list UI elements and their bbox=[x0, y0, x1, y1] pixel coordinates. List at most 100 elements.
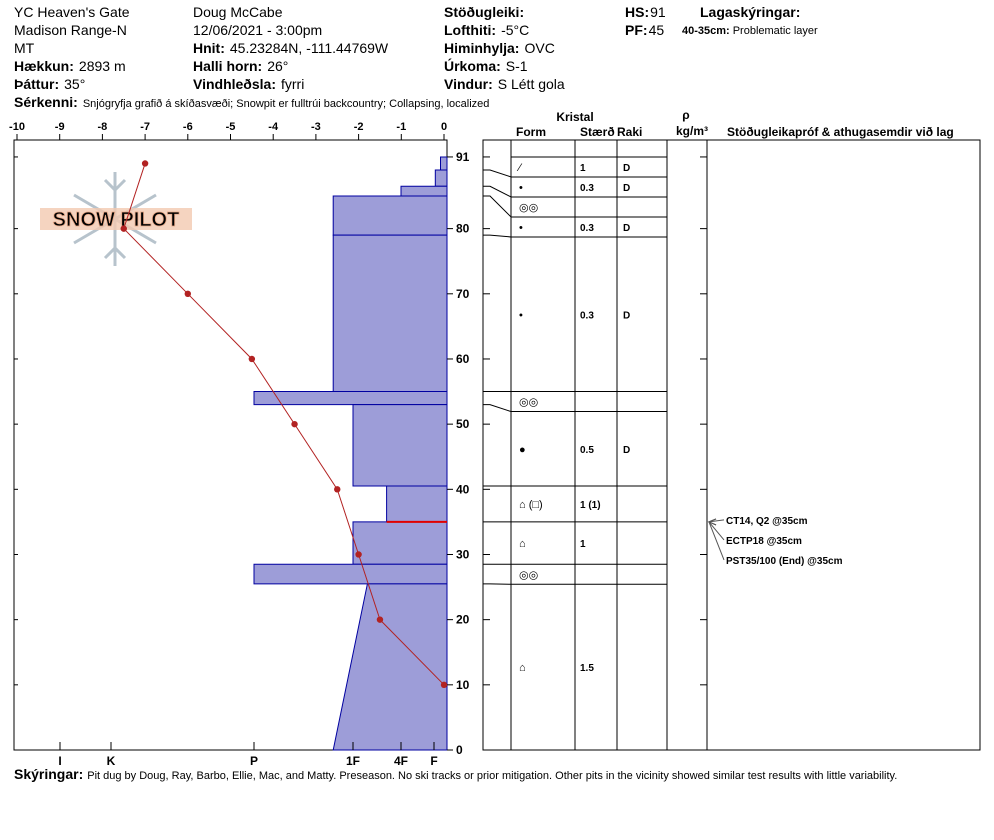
label: Halli horn: bbox=[193, 58, 262, 74]
value: 45.23284N, -111.44769W bbox=[230, 40, 389, 56]
value: 2893 m bbox=[79, 58, 126, 74]
form: ⌂ (□) bbox=[519, 499, 543, 511]
value: 35° bbox=[64, 76, 85, 92]
form: ⌂ bbox=[519, 662, 526, 674]
moisture: D bbox=[623, 310, 630, 321]
x-tick-label: -9 bbox=[55, 121, 65, 133]
y-tick-label: 40 bbox=[456, 482, 470, 496]
hardness-layer bbox=[332, 583, 448, 751]
value: Snjógryfja grafið á skíðasvæði; Snowpit … bbox=[83, 98, 490, 110]
moisture: D bbox=[623, 163, 630, 174]
wind-loading: Vindhleðsla: fyrri bbox=[193, 76, 304, 92]
moisture: D bbox=[623, 183, 630, 194]
label: PF: bbox=[625, 22, 648, 38]
label: HS: bbox=[625, 4, 649, 20]
y-tick-label: 91 bbox=[456, 150, 470, 164]
table-columns bbox=[510, 140, 708, 750]
form: ⌂ bbox=[519, 538, 526, 550]
state: MT bbox=[14, 40, 35, 56]
aspect: Þáttur: 35° bbox=[14, 76, 85, 92]
x-tick-label: -1 bbox=[396, 121, 406, 133]
slope: Halli horn: 26° bbox=[193, 58, 288, 74]
size: 0.3 bbox=[580, 223, 594, 234]
form: • bbox=[519, 222, 523, 234]
connector bbox=[483, 185, 512, 198]
site: YC Heaven's Gate bbox=[14, 4, 130, 20]
y-tick-label: 60 bbox=[456, 352, 470, 366]
label: Þáttur: bbox=[14, 76, 59, 92]
label: Lofthiti: bbox=[444, 22, 496, 38]
value: 91 bbox=[650, 4, 666, 20]
y-tick-label: 50 bbox=[456, 417, 470, 431]
y-tick-label: 80 bbox=[456, 222, 470, 236]
connector bbox=[483, 169, 512, 178]
temperature-point bbox=[355, 551, 362, 558]
temperature-point bbox=[141, 160, 149, 167]
x-tick-label: -10 bbox=[9, 121, 25, 133]
size: 0.3 bbox=[580, 183, 594, 194]
test-label: PST35/100 (End) @35cm bbox=[726, 556, 843, 567]
form: • bbox=[519, 309, 523, 321]
size: 1 bbox=[580, 163, 586, 174]
hardness-layer bbox=[352, 404, 448, 487]
range: Madison Range-N bbox=[14, 22, 127, 38]
col-size: Stærð bbox=[580, 125, 615, 139]
test-arrow bbox=[708, 521, 725, 541]
hardness-tick-label: F bbox=[430, 754, 437, 768]
watermark-band bbox=[40, 208, 192, 230]
value: -5°C bbox=[501, 22, 529, 38]
form: ◎◎ bbox=[519, 569, 538, 581]
test-label: CT14, Q2 @35cm bbox=[726, 516, 808, 527]
x-tick-label: -4 bbox=[268, 121, 279, 133]
hardness-layer bbox=[386, 485, 448, 523]
value: Pit dug by Doug, Ray, Barbo, Ellie, Mac,… bbox=[87, 770, 897, 782]
connector bbox=[483, 404, 512, 413]
x-tick-label: -2 bbox=[354, 121, 364, 133]
x-tick-label: -6 bbox=[183, 121, 193, 133]
connector bbox=[483, 195, 512, 218]
table-frame bbox=[482, 139, 981, 751]
label: Hnit: bbox=[193, 40, 225, 56]
label: Sérkenni: bbox=[14, 94, 78, 110]
value: OVC bbox=[524, 40, 554, 56]
sky: Himinhylja: OVC bbox=[444, 40, 555, 56]
form: • bbox=[519, 182, 523, 194]
x-tick-label: 0 bbox=[441, 121, 447, 133]
hardness-layer bbox=[352, 521, 448, 565]
hardness-tick-label: P bbox=[250, 754, 258, 768]
col-density: kg/m³ bbox=[676, 124, 708, 138]
notes: Skýringar: Pit dug by Doug, Ray, Barbo, E… bbox=[14, 766, 897, 782]
moisture: D bbox=[623, 445, 630, 456]
hardness-layer bbox=[434, 169, 448, 187]
pf: PF:45 bbox=[625, 22, 664, 38]
y-tick-label: 10 bbox=[456, 678, 470, 692]
y-tick-label: 30 bbox=[456, 547, 470, 561]
size: 1.5 bbox=[580, 663, 594, 674]
temperature-point bbox=[184, 290, 191, 298]
temperature-point bbox=[248, 355, 256, 363]
layer-notes-title: Lagaskýringar: bbox=[700, 4, 800, 20]
hardness-layer bbox=[440, 156, 448, 171]
col-crystal: Kristal bbox=[556, 110, 593, 124]
stability: Stöðugleiki: bbox=[444, 4, 524, 20]
y-tick-label: 0 bbox=[456, 743, 463, 757]
value: S-1 bbox=[506, 58, 528, 74]
label: Vindhleðsla: bbox=[193, 76, 276, 92]
value: Problematic layer bbox=[733, 25, 818, 37]
hardness-tick-label: 4F bbox=[394, 754, 408, 768]
value: S Létt gola bbox=[498, 76, 565, 92]
wind: Vindur: S Létt gola bbox=[444, 76, 565, 92]
hs: HS:91 bbox=[625, 4, 666, 20]
precip: Úrkoma: S-1 bbox=[444, 57, 528, 74]
connector bbox=[483, 234, 512, 238]
y-tick-label: 20 bbox=[456, 613, 470, 627]
x-tick-label: -8 bbox=[98, 121, 108, 133]
size: 0.3 bbox=[580, 310, 594, 321]
hardness-layer bbox=[253, 563, 448, 585]
label: Skýringar: bbox=[14, 766, 83, 782]
form: ⁄ bbox=[516, 162, 523, 174]
test-label: ECTP18 @35cm bbox=[726, 536, 802, 547]
label: Himinhylja: bbox=[444, 40, 519, 56]
label: 40-35cm: bbox=[682, 25, 730, 37]
